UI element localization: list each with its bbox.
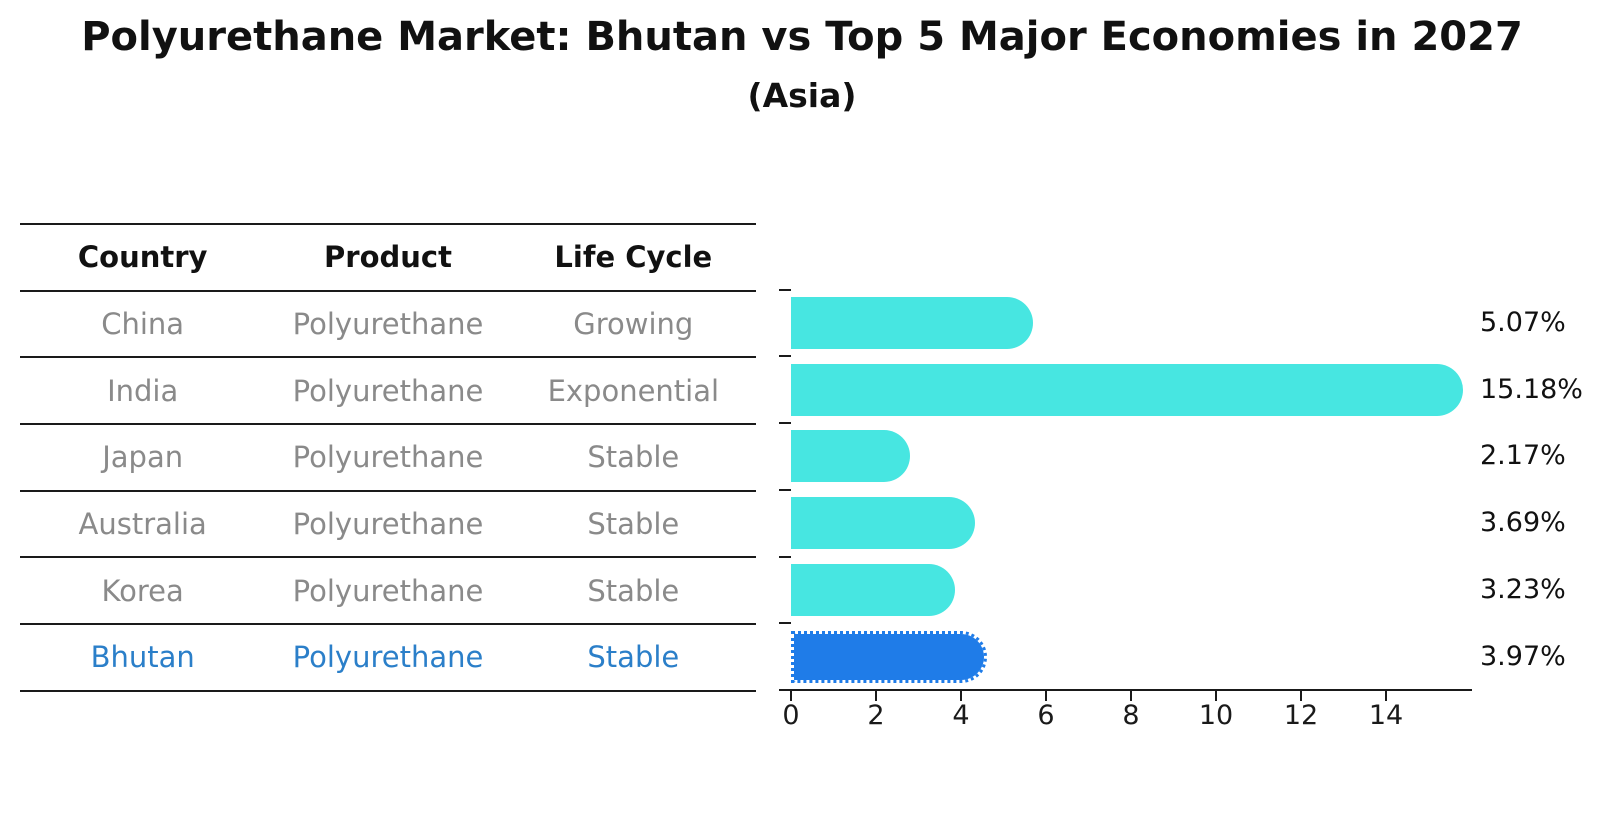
data-table: Country Product Life Cycle China Polyuret…: [20, 223, 756, 692]
bar-bhutan: [791, 630, 987, 683]
cell-product: Polyurethane: [292, 640, 484, 675]
x-axis-tick-label: 4: [952, 700, 970, 731]
cell-life-cycle: Stable: [587, 573, 680, 608]
cell-product: Polyurethane: [292, 573, 484, 608]
x-axis-tick: [1130, 691, 1132, 701]
cell-product: Polyurethane: [292, 440, 484, 475]
table-row-china: China Polyurethane Growing: [20, 289, 756, 357]
x-axis-tick-label: 14: [1368, 700, 1404, 731]
header-cell-life-cycle: Life Cycle: [554, 240, 713, 275]
table-row-india: India Polyurethane Exponential: [20, 356, 756, 423]
y-axis-tick: [779, 688, 791, 691]
header-cell-country: Country: [77, 240, 208, 275]
bar-japan: [791, 430, 911, 483]
x-axis-tick-label: 12: [1283, 700, 1319, 731]
x-axis-tick: [960, 691, 962, 701]
x-axis-tick: [875, 691, 877, 701]
value-label-korea: 3.23%: [1480, 573, 1566, 605]
y-axis-tick: [779, 622, 791, 625]
y-axis-tick: [779, 422, 791, 425]
x-axis-tick: [1215, 691, 1217, 701]
value-label-china: 5.07%: [1480, 307, 1566, 339]
y-axis-tick: [779, 555, 791, 558]
y-axis-tick: [779, 488, 791, 491]
cell-product: Polyurethane: [292, 373, 484, 408]
cell-life-cycle: Growing: [573, 307, 694, 342]
header-cell-product: Product: [324, 240, 452, 275]
y-axis-tick: [779, 288, 791, 291]
x-axis-tick: [790, 691, 792, 701]
bar-india: [791, 363, 1464, 416]
cell-country: China: [101, 307, 185, 342]
cell-life-cycle: Stable: [587, 440, 680, 475]
x-axis-tick-label: 6: [1037, 700, 1055, 731]
value-label-bhutan: 3.97%: [1480, 640, 1566, 672]
x-axis-tick: [1300, 691, 1302, 701]
cell-country: Australia: [78, 507, 207, 542]
table-row-japan: Japan Polyurethane Stable: [20, 423, 756, 490]
value-label-japan: 2.17%: [1480, 440, 1566, 472]
x-axis-tick-label: 8: [1122, 700, 1140, 731]
x-axis-tick-label: 2: [867, 700, 885, 731]
cell-product: Polyurethane: [292, 307, 484, 342]
table-row-bhutan: Bhutan Polyurethane Stable: [20, 623, 756, 692]
x-axis-line: [791, 689, 1472, 691]
bar-korea: [791, 563, 956, 616]
cell-country: India: [107, 373, 179, 408]
value-label-india: 15.18%: [1480, 373, 1583, 405]
bar-china: [791, 297, 1034, 350]
cell-life-cycle: Exponential: [547, 373, 720, 408]
x-axis-tick-label: 0: [782, 700, 800, 731]
table-row-australia: Australia Polyurethane Stable: [20, 489, 756, 557]
table-header-row: Country Product Life Cycle: [20, 223, 756, 290]
figure-title: Polyurethane Market: Bhutan vs Top 5 Maj…: [81, 14, 1523, 60]
table-row-korea: Korea Polyurethane Stable: [20, 556, 756, 623]
cell-life-cycle: Stable: [587, 507, 680, 542]
cell-country: Korea: [101, 573, 184, 608]
cell-country: Japan: [102, 440, 184, 475]
x-axis-tick-label: 10: [1198, 700, 1234, 731]
value-label-australia: 3.69%: [1480, 507, 1566, 539]
figure-subtitle: (Asia): [747, 76, 857, 115]
cell-country: Bhutan: [90, 640, 195, 675]
x-axis-tick: [1385, 691, 1387, 701]
cell-product: Polyurethane: [292, 507, 484, 542]
x-axis-tick: [1045, 691, 1047, 701]
cell-life-cycle: Stable: [587, 640, 680, 675]
y-axis-tick: [779, 355, 791, 358]
bar-australia: [791, 497, 975, 550]
